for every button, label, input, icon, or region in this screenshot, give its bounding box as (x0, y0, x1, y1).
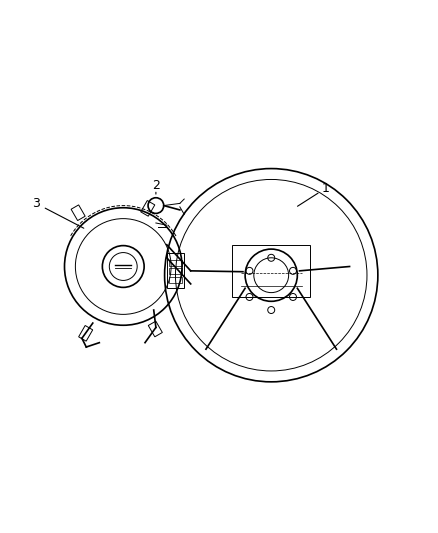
Bar (79, 326, 93, 341)
Bar (141, 200, 155, 216)
Text: 3: 3 (32, 197, 40, 210)
Bar (169, 268, 182, 274)
Text: 1: 1 (321, 182, 329, 195)
Bar (169, 277, 182, 283)
Text: 2: 2 (152, 180, 160, 192)
Bar (167, 254, 184, 288)
Bar (148, 321, 162, 337)
Bar (169, 260, 182, 265)
Bar (232, 245, 311, 297)
Bar (71, 205, 85, 221)
